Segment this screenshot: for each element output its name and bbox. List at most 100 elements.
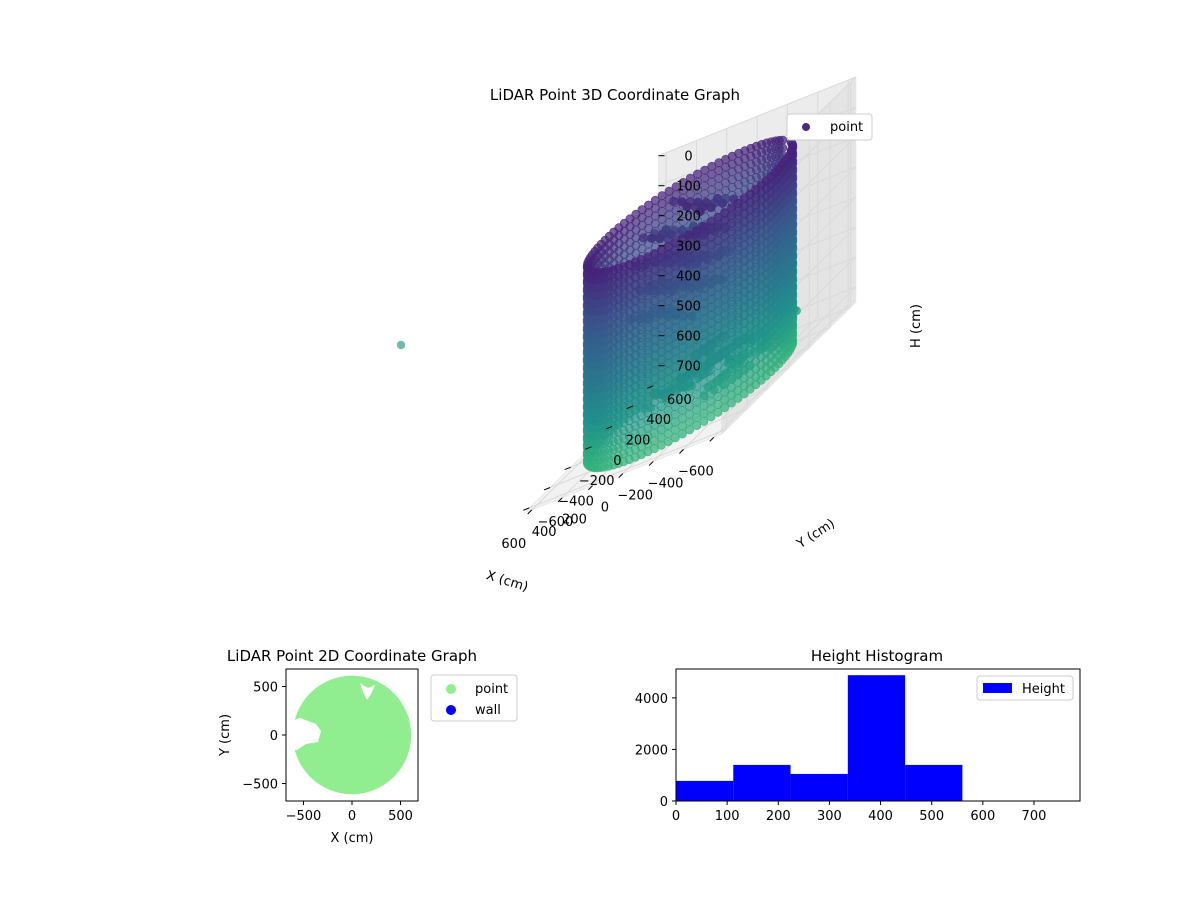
point-3d xyxy=(589,268,599,278)
point-3d xyxy=(589,275,599,285)
chart-2d-title: LiDAR Point 2D Coordinate Graph xyxy=(227,647,477,665)
x-3d-tick-label: 200 xyxy=(562,513,587,528)
x-3d-tick xyxy=(557,497,563,503)
point-3d xyxy=(589,322,599,332)
z-3d-tick-label: 600 xyxy=(676,330,701,345)
y-3d-tick-label: 0 xyxy=(613,454,621,469)
y-3d-tick xyxy=(564,466,571,471)
point-3d xyxy=(589,299,599,309)
point-3d-outlier xyxy=(396,340,406,350)
grid-3d-back-h xyxy=(658,76,856,157)
height-histogram: Height Histogram 0 100 200 300 400 500 600 7000… xyxy=(635,647,1081,824)
point-3d xyxy=(589,314,599,324)
y-2d-tick-label: 500 xyxy=(253,680,278,695)
x-hist-tick-label: 200 xyxy=(766,809,791,824)
gap-2d-top xyxy=(360,683,375,700)
y-axis-2d-label: Y (cm) xyxy=(218,714,233,757)
point-3d xyxy=(589,291,599,301)
x-3d-tick-label: −400 xyxy=(648,476,684,491)
point-3d xyxy=(695,207,705,217)
histogram-title: Height Histogram xyxy=(811,647,943,665)
legend-2d-point-marker xyxy=(446,684,456,694)
y-3d-tick-label: 400 xyxy=(646,413,671,428)
z-3d-tick-label: 100 xyxy=(676,180,701,195)
x-3d-tick xyxy=(618,473,624,479)
z-axis-3d-label: H (cm) xyxy=(909,304,924,348)
chart-3d-title: LiDAR Point 3D Coordinate Graph xyxy=(490,86,740,104)
x-hist-tick-label: 500 xyxy=(919,809,944,824)
z-3d-tick-label: 700 xyxy=(676,360,701,375)
y-3d-tick xyxy=(605,426,613,430)
point-3d xyxy=(677,429,687,439)
x-2d-tick-label: −500 xyxy=(286,809,322,824)
x-3d-tick xyxy=(527,509,533,515)
point-3d xyxy=(589,400,599,410)
legend-2d-wall-label: wall xyxy=(475,703,501,718)
point-cloud-3d xyxy=(396,135,801,473)
z-3d-tick-label: 300 xyxy=(676,240,701,255)
point-3d xyxy=(589,385,599,395)
point-3d xyxy=(692,420,702,430)
x-3d-tick-label: 0 xyxy=(601,501,609,516)
point-3d xyxy=(663,437,673,447)
point-3d xyxy=(589,283,599,293)
point-3d xyxy=(589,353,599,363)
histogram-bar xyxy=(847,675,906,801)
z-axis-3d-ticks: 0 100 200 300 400 500 600 700 xyxy=(658,150,701,375)
y-3d-tick xyxy=(543,487,551,491)
x-axis-2d-label: X (cm) xyxy=(331,831,374,846)
point-3d xyxy=(670,433,680,443)
histogram-frame xyxy=(675,668,1081,802)
point-3d xyxy=(589,447,599,457)
x-3d-tick xyxy=(588,485,593,491)
legend-3d-point-marker xyxy=(802,123,810,131)
point-3d xyxy=(655,234,665,244)
y-2d-tick-label: −500 xyxy=(242,778,278,793)
y-hist-tick-label: 4000 xyxy=(635,692,668,707)
y-3d-tick xyxy=(523,507,530,511)
point-3d xyxy=(589,338,599,348)
y-2d-tick-label: 0 xyxy=(270,729,278,744)
point-3d xyxy=(682,202,692,212)
gap-2d-left xyxy=(286,718,321,750)
histogram-area: 0 100 200 300 400 500 600 700 0 2000 4000 xyxy=(635,668,1081,824)
point-3d xyxy=(589,408,599,418)
point-3d xyxy=(706,202,716,212)
point-3d xyxy=(589,369,599,379)
legend-histogram: Height xyxy=(976,675,1074,701)
point-3d xyxy=(669,196,679,206)
y-hist-tick-label: 0 xyxy=(660,795,668,810)
x-3d-tick-label: 400 xyxy=(532,525,557,540)
point-3d xyxy=(589,330,599,340)
y-3d-tick-label: −600 xyxy=(538,515,574,530)
scatter-3d-plot: LiDAR Point 3D Coordinate Graph −600 −400… xyxy=(396,76,924,595)
z-3d-tick-label: 500 xyxy=(676,300,701,315)
point-3d xyxy=(589,377,599,387)
x-3d-tick-label: 600 xyxy=(501,537,526,552)
legend-2d-wall-marker xyxy=(446,705,456,715)
x-3d-tick xyxy=(709,436,715,442)
histogram-bar xyxy=(905,764,963,801)
scatter-2d-points xyxy=(286,675,412,795)
histogram-bar xyxy=(790,773,848,801)
histogram-bar xyxy=(676,780,734,801)
z-3d-tick-label: 200 xyxy=(676,210,701,225)
x-hist-tick-label: 100 xyxy=(715,809,740,824)
x-2d-tick-label: 0 xyxy=(348,809,356,824)
point-3d xyxy=(589,307,599,317)
grid-3d-floor-y xyxy=(529,428,727,509)
x-hist-tick-label: 0 xyxy=(672,809,680,824)
y-3d-tick xyxy=(585,446,592,450)
point-3d xyxy=(589,346,599,356)
point-2d-disc xyxy=(292,675,412,795)
point-3d xyxy=(699,416,709,426)
point-3d xyxy=(589,463,599,473)
y-3d-tick-label: −400 xyxy=(558,495,594,510)
point-3d xyxy=(589,392,599,402)
scatter-2d-plot: LiDAR Point 2D Coordinate Graph −500 0 500… xyxy=(218,647,518,846)
point-3d xyxy=(638,233,648,243)
point-3d xyxy=(589,431,599,441)
x-hist-tick-label: 400 xyxy=(868,809,893,824)
